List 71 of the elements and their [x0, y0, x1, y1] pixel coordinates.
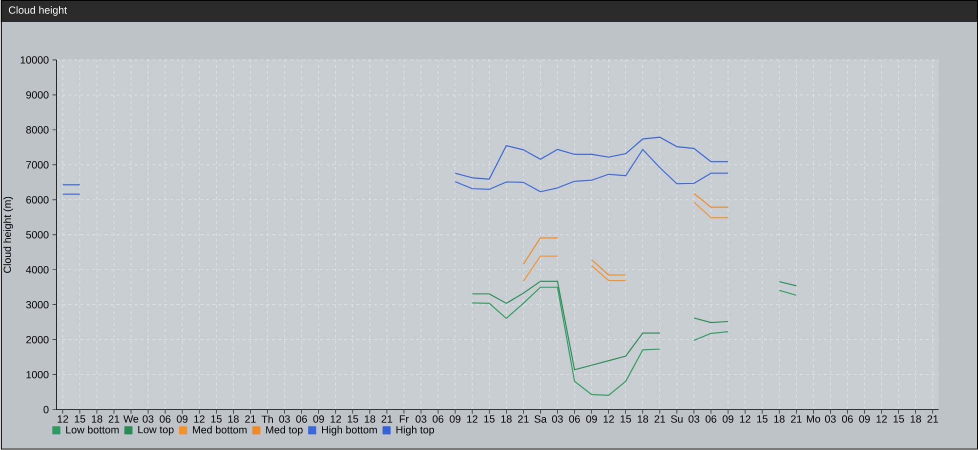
x-tick-label: 15 [484, 416, 495, 423]
x-tick-label: 21 [654, 416, 666, 423]
x-tick-label: 06 [432, 416, 444, 423]
x-tick-label: 03 [824, 416, 836, 423]
x-tick-label: 06 [706, 416, 716, 423]
x-tick-label: 03 [552, 416, 563, 423]
x-tick-label: 21 [791, 416, 802, 423]
x-tick-label: 18 [774, 416, 785, 423]
x-tick-label: We [123, 416, 138, 423]
x-tick-label: Sa [534, 416, 547, 423]
x-tick-label: 06 [160, 416, 170, 423]
x-tick-label: 12 [604, 416, 614, 423]
x-tick-label: 15 [74, 416, 86, 423]
x-tick-label: Mo [806, 416, 820, 423]
x-tick-label: 06 [296, 416, 307, 423]
x-tick-label: 18 [92, 416, 102, 423]
legend-label: Med top [266, 426, 303, 436]
chart-title: Cloud height [8, 6, 67, 16]
legend-label: Low top [138, 426, 174, 436]
x-tick-label: 21 [108, 416, 120, 423]
x-tick-label: 15 [894, 416, 904, 423]
x-tick-label: 09 [450, 416, 460, 423]
x-tick-label: 12 [467, 416, 478, 423]
y-tick-label: 9000 [26, 91, 49, 99]
x-tick-label: 09 [722, 416, 734, 423]
x-tick-label: 03 [688, 416, 700, 423]
y-tick-label: 8000 [26, 126, 49, 134]
y-tick-label: 5000 [26, 231, 49, 239]
x-tick-label: Su [670, 416, 683, 423]
x-tick-label: 21 [245, 416, 256, 423]
y-tick-label: 1000 [26, 371, 49, 379]
legend-label: Low bottom [66, 426, 119, 434]
x-tick-label: 03 [416, 416, 426, 423]
x-tick-label: 06 [569, 416, 580, 423]
y-axis-title: Cloud height (m) [3, 197, 14, 274]
x-tick-label: 12 [740, 416, 750, 423]
x-tick-label: 03 [142, 416, 154, 423]
x-tick-label: 09 [586, 416, 597, 423]
y-tick-label: 10000 [20, 56, 49, 64]
x-tick-label: 21 [927, 416, 938, 423]
legend-label: High bottom [322, 426, 377, 436]
legend-label: Med bottom [192, 426, 247, 434]
x-tick-label: 21 [518, 416, 529, 423]
x-tick-label: Th [262, 416, 273, 424]
x-tick-label: 12 [876, 416, 887, 423]
x-tick-label: 21 [382, 416, 392, 423]
x-tick-label: 12 [330, 416, 341, 423]
legend-label: High top [396, 426, 434, 436]
x-tick-label: 09 [176, 416, 188, 423]
y-tick-label: 0 [44, 406, 49, 414]
x-tick-label: 12 [194, 416, 205, 423]
y-tick-label: 4000 [26, 266, 49, 274]
y-tick-label: 2000 [26, 336, 49, 344]
x-tick-label: 03 [279, 416, 290, 423]
x-tick-label: 15 [757, 416, 768, 423]
y-tick-label: 6000 [26, 196, 49, 204]
x-tick-label: 12 [58, 416, 68, 423]
x-tick-label: Fr [400, 416, 409, 423]
x-tick-label: 18 [364, 416, 376, 423]
x-tick-label: 18 [910, 416, 922, 423]
x-tick-label: 15 [620, 416, 632, 423]
x-tick-label: 18 [501, 416, 512, 423]
y-tick-label: 7000 [26, 161, 49, 169]
x-tick-label: 18 [228, 416, 239, 423]
x-tick-label: 09 [859, 416, 870, 423]
x-tick-label: 06 [842, 416, 853, 423]
x-tick-label: 09 [313, 416, 324, 423]
y-tick-label: 3000 [26, 301, 49, 309]
x-tick-label: 15 [348, 416, 358, 423]
x-tick-label: 18 [638, 416, 648, 423]
x-tick-label: 15 [211, 416, 222, 423]
